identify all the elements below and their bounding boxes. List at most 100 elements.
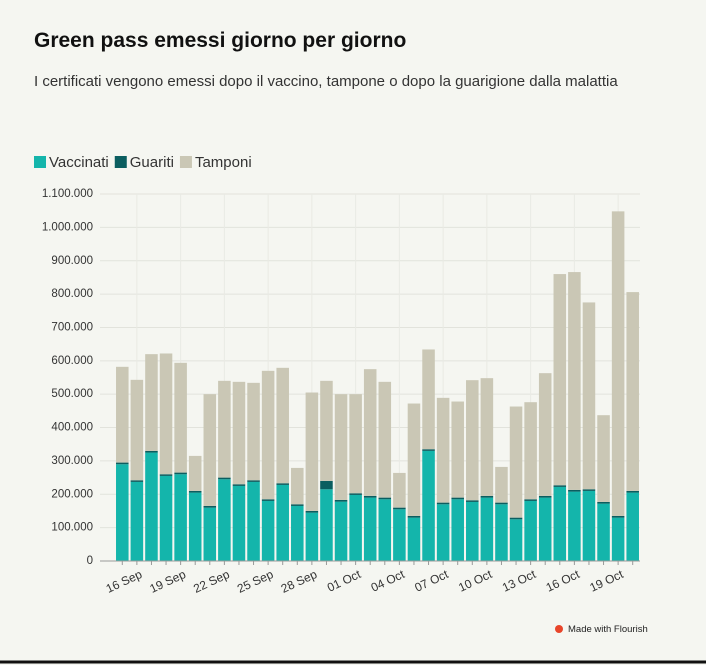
- bar-segment: [188, 455, 202, 491]
- legend-swatch: [179, 156, 192, 168]
- footer[interactable]: Made with Flourish: [568, 624, 648, 635]
- y-tick-label: 1.100.000: [42, 188, 93, 200]
- bar-segment: [174, 472, 187, 475]
- bar-segment: [320, 480, 333, 490]
- bar-segment: [218, 380, 231, 478]
- bar-segment: [553, 274, 567, 486]
- bar-segment: [247, 382, 260, 481]
- bar-segment: [130, 379, 144, 481]
- bar-segment: [232, 485, 246, 561]
- bar-segment: [538, 495, 552, 498]
- bar-segment: [349, 494, 362, 561]
- bar-segment: [130, 480, 144, 482]
- bar-segment: [174, 474, 187, 561]
- bar-segment: [568, 272, 581, 490]
- bar-segment: [276, 367, 289, 484]
- bar-segment: [407, 517, 421, 561]
- bar-segment: [393, 507, 406, 510]
- bar-segment: [145, 354, 158, 451]
- bar-segment: [159, 475, 173, 561]
- x-tick-label: 07 Oct: [412, 567, 451, 595]
- y-tick-label: 0: [87, 555, 93, 567]
- bar-segment: [276, 483, 289, 485]
- bar-segment: [582, 302, 596, 490]
- bar-segment: [363, 495, 377, 498]
- x-tick-label: 16 Oct: [544, 567, 583, 595]
- x-tick-label: 19 Sep: [147, 567, 188, 596]
- bar-segment: [363, 497, 377, 561]
- subtitle-box: I certificati vengono emessi dopo il vac…: [34, 73, 618, 90]
- bar-segment: [407, 403, 421, 516]
- bar-segment: [291, 505, 304, 561]
- bar-segment: [334, 499, 348, 502]
- bar-segment: [145, 452, 158, 561]
- bar-segment: [466, 380, 479, 501]
- x-tick-label: 01 Oct: [325, 567, 364, 595]
- y-tick-label: 1.000.000: [42, 221, 93, 233]
- y-tick-label: 700.000: [51, 321, 93, 333]
- bar-segment: [611, 515, 625, 518]
- grid: 0 100.000 200.000 300.000 400.000 500.000 600.…: [42, 188, 640, 567]
- x-tick-label: 19 Oct: [587, 567, 626, 595]
- bar-segment: [145, 450, 158, 453]
- bar-segment: [305, 512, 319, 561]
- bar-segment: [378, 381, 392, 498]
- bar-segment: [261, 500, 275, 561]
- bar-segment: [436, 397, 450, 503]
- x-tick-label: 22 Sep: [191, 567, 232, 596]
- bar-segment: [349, 394, 362, 494]
- bar-segment: [451, 499, 464, 561]
- chart-title: Green pass emessi giorno per giorno: [34, 29, 406, 52]
- bar-segment: [480, 495, 494, 498]
- bar-segment: [393, 472, 406, 508]
- bar-segment: [188, 492, 202, 561]
- bar-segment: [159, 353, 173, 475]
- bar-segment: [363, 369, 377, 496]
- bar-segment: [378, 497, 392, 500]
- bar-segment: [568, 489, 581, 492]
- bar-segment: [582, 489, 596, 491]
- bar-segment: [480, 497, 494, 561]
- bar-segment: [116, 464, 129, 561]
- bar-segment: [291, 467, 304, 505]
- bar-segment: [232, 484, 246, 486]
- x-tick-label: 10 Oct: [456, 567, 495, 595]
- y-tick-label: 400.000: [51, 422, 93, 434]
- bar-segment: [524, 402, 537, 500]
- bar-segment: [466, 501, 479, 561]
- bar-segment: [611, 517, 625, 561]
- bar-segment: [334, 501, 348, 561]
- y-tick-label: 900.000: [51, 255, 93, 267]
- bar-segment: [320, 380, 333, 481]
- bar-segment: [203, 394, 217, 506]
- bar-segment: [276, 484, 289, 561]
- bar-segment: [524, 499, 537, 501]
- bar-segment: [538, 497, 552, 561]
- bar-segment: [378, 499, 392, 561]
- bar-segment: [568, 491, 581, 561]
- bar-segment: [291, 504, 304, 506]
- bar-segment: [626, 490, 639, 493]
- bar-segment: [116, 462, 129, 465]
- bar-segment: [261, 499, 275, 501]
- bar-segment: [611, 211, 625, 516]
- bar-segment: [305, 392, 319, 511]
- y-tick-label: 500.000: [51, 388, 93, 400]
- bar-segment: [174, 362, 187, 473]
- bar-segment: [509, 517, 523, 520]
- legend-label: Tamponi: [195, 154, 252, 171]
- bar-segment: [509, 519, 523, 561]
- bar-segment: [349, 493, 362, 495]
- bar-segment: [436, 502, 450, 505]
- bar-segment: [159, 474, 173, 476]
- legend-swatch: [34, 156, 46, 168]
- y-tick-label: 200.000: [51, 488, 93, 500]
- bar-segment: [422, 349, 435, 450]
- x-tick-label: 04 Oct: [369, 567, 408, 595]
- chart-subtitle: I certificati vengono emessi dopo il vac…: [34, 73, 618, 90]
- bar-segment: [305, 510, 319, 513]
- bar-segment: [597, 501, 610, 504]
- bar-segment: [203, 507, 217, 561]
- bar-segment: [247, 480, 260, 482]
